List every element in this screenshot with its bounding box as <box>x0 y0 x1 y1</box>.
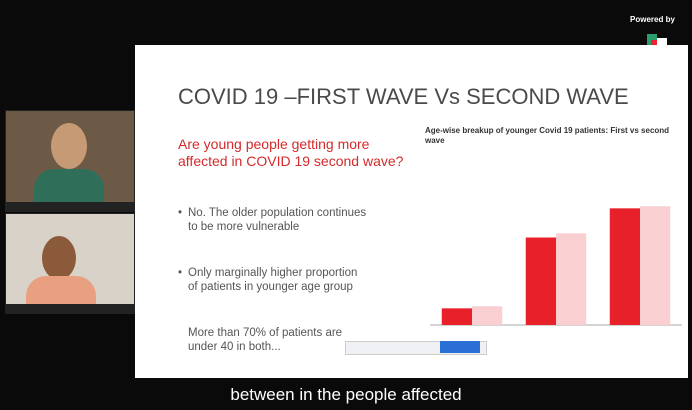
question: Are young people getting more affected i… <box>178 136 408 170</box>
video-tile[interactable] <box>5 110 135 212</box>
screen: Powered by COVID 19 –FIRST WAVE Vs SECON… <box>0 0 692 410</box>
bullet: More than 70% of patients are under 40 i… <box>188 326 368 354</box>
bar <box>610 208 640 325</box>
bar <box>640 206 670 325</box>
chart <box>420 195 685 335</box>
button[interactable] <box>440 341 480 353</box>
chart-title: Age-wise breakup of younger Covid 19 pat… <box>425 126 683 146</box>
bar <box>526 238 556 326</box>
bar <box>556 233 586 325</box>
bar <box>472 306 502 325</box>
bullet: No. The older population continues to be… <box>188 206 368 234</box>
slide-title: COVID 19 –FIRST WAVE Vs SECOND WAVE <box>178 84 629 110</box>
video-tile[interactable] <box>5 213 135 314</box>
bar <box>442 308 472 325</box>
powered-by: Powered by <box>630 15 675 24</box>
bullet: Only marginally higher proportion of pat… <box>188 266 368 294</box>
caption: between in the people affected <box>0 385 692 405</box>
